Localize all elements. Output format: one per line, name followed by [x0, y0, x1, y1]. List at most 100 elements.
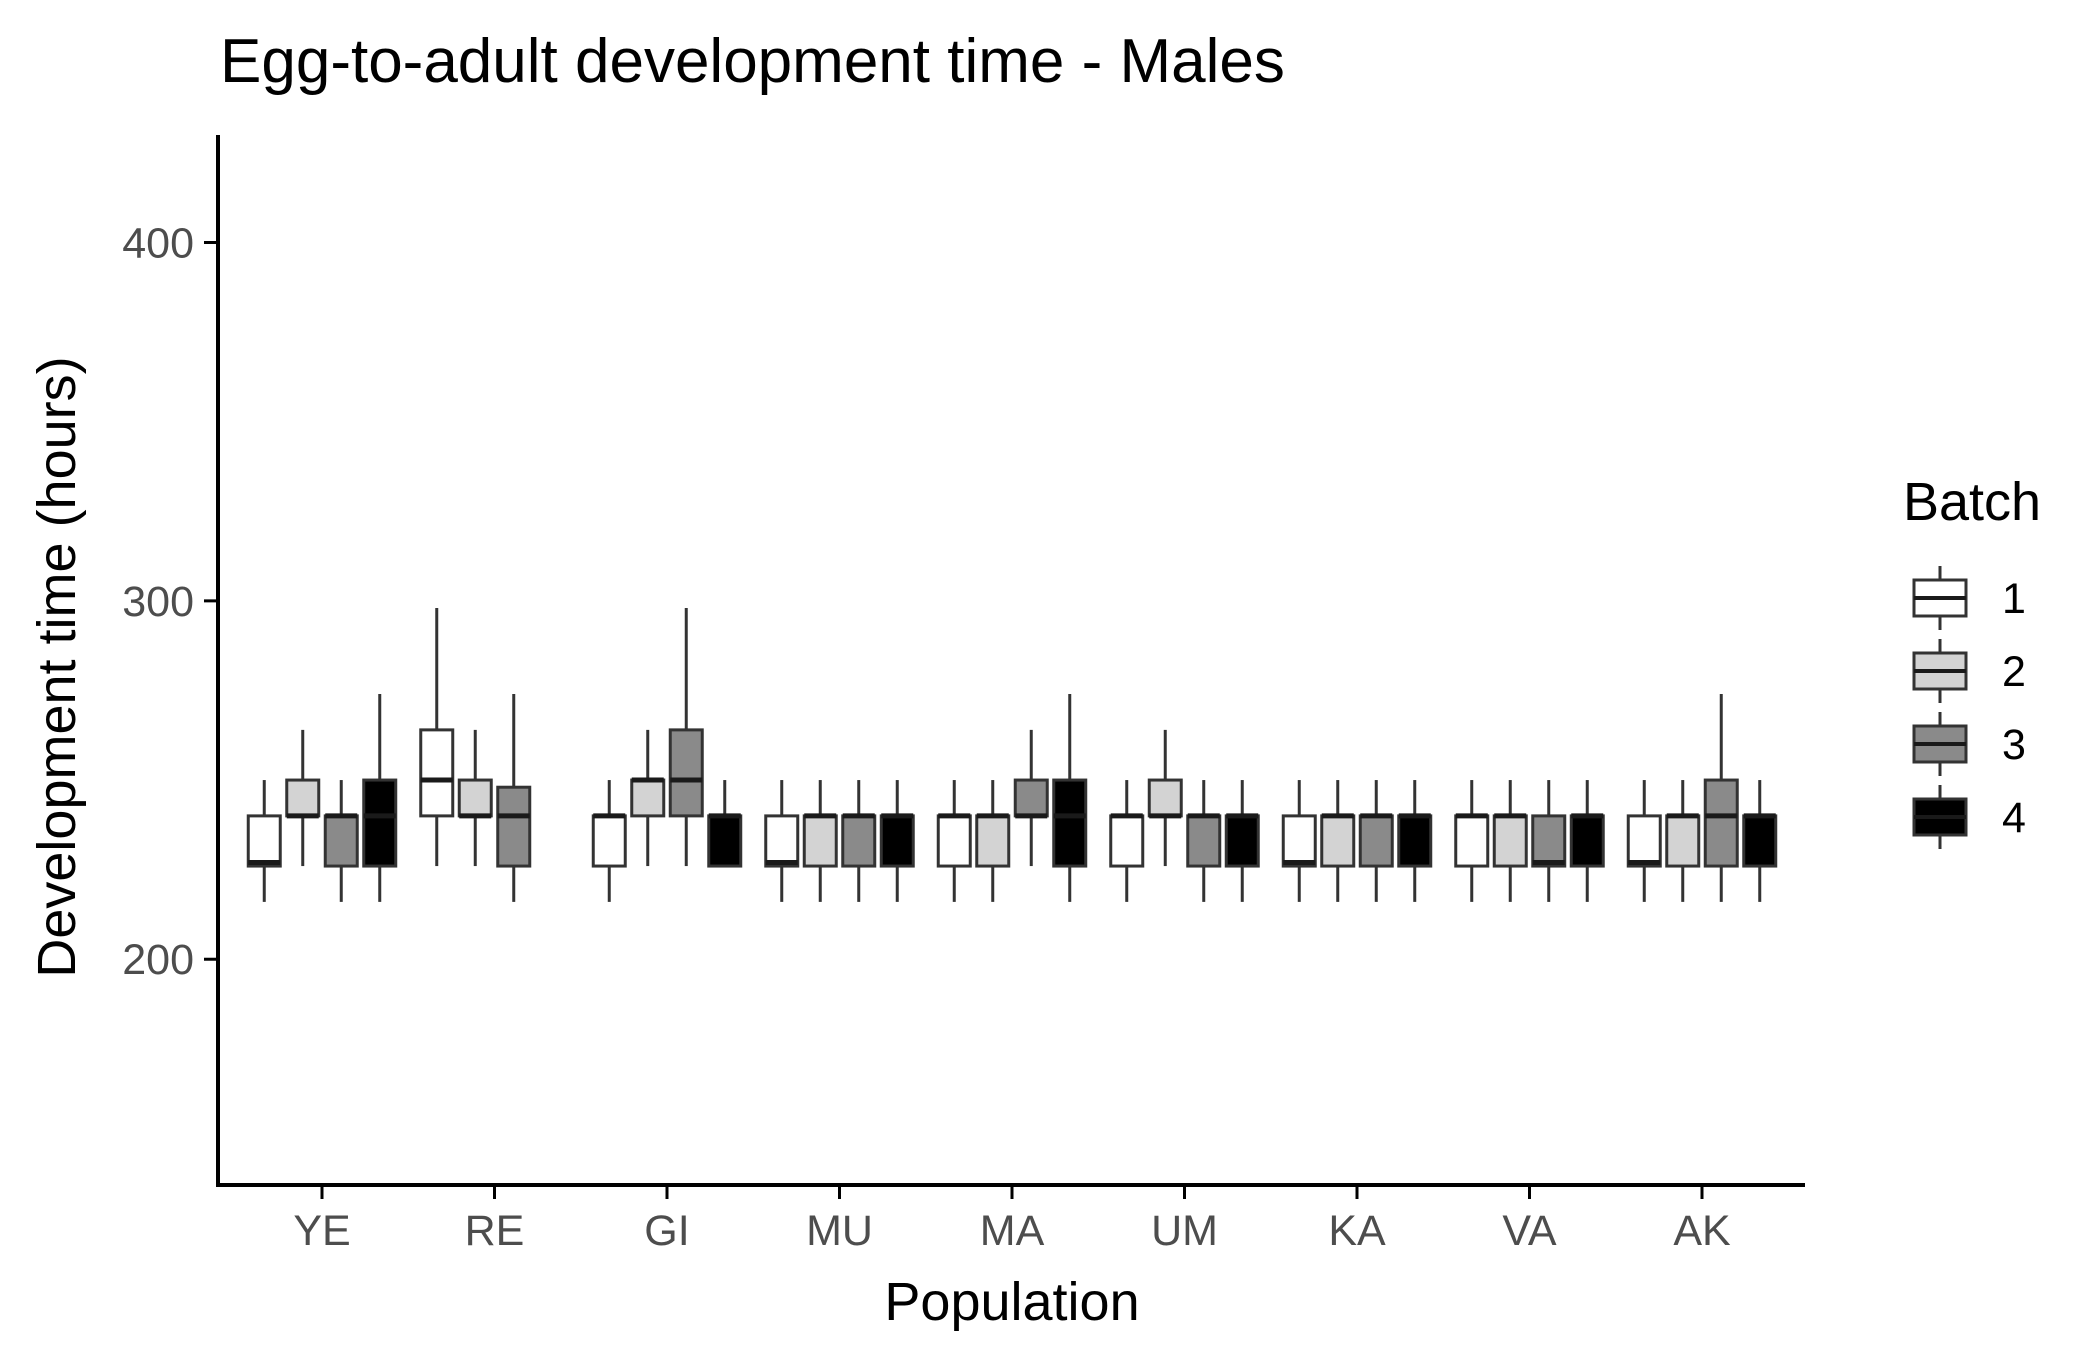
legend-item-batch-2: 2: [1912, 639, 2026, 703]
box-KA-batch-1: [1281, 780, 1317, 902]
box-KA-batch-4: [1397, 780, 1433, 902]
box-iqr: [1703, 778, 1739, 868]
x-axis: YE RE GI MU MA UM KA VA AK: [216, 1183, 1805, 1255]
box-VA-batch-4: [1569, 780, 1605, 902]
box-AK-batch-4: [1742, 780, 1778, 902]
box-iqr: [1320, 814, 1356, 868]
box-iqr: [764, 814, 800, 868]
box-MA-batch-3: [1013, 729, 1049, 867]
box-UM-batch-4: [1224, 780, 1260, 902]
legend-label: 1: [2002, 575, 2026, 623]
box-MU-batch-3: [841, 780, 877, 902]
box-UM-batch-1: [1109, 780, 1145, 902]
box-iqr: [1531, 814, 1567, 868]
box-iqr: [1147, 778, 1183, 818]
x-tick-label: KA: [1328, 1207, 1386, 1255]
x-tick-label: UM: [1151, 1207, 1218, 1255]
box-iqr: [591, 814, 627, 868]
box-iqr: [1569, 814, 1605, 868]
box-KA-batch-2: [1320, 780, 1356, 902]
box-iqr: [285, 778, 321, 818]
x-tick-label: RE: [465, 1207, 525, 1255]
box-iqr: [419, 728, 455, 818]
box-iqr: [457, 778, 493, 818]
legend-label: 4: [2002, 794, 2026, 842]
x-tick-label: YE: [293, 1207, 350, 1255]
box-MA-batch-1: [936, 780, 972, 902]
box-iqr: [1109, 814, 1145, 868]
box-iqr: [975, 814, 1011, 868]
box-MU-batch-4: [879, 780, 915, 902]
x-tick-label: MA: [980, 1207, 1045, 1255]
box-iqr: [802, 814, 838, 868]
x-tick-label: GI: [644, 1207, 689, 1255]
legend-item-batch-3: 3: [1912, 712, 2026, 776]
box-UM-batch-3: [1186, 780, 1222, 902]
box-MA-batch-4: [1052, 694, 1088, 902]
box-YE-batch-4: [362, 694, 398, 902]
plot-area: [246, 608, 1778, 902]
box-iqr: [1224, 814, 1260, 868]
legend-label: 2: [2002, 648, 2026, 696]
y-tick-label: 200: [122, 936, 194, 984]
legend-label: 3: [2002, 721, 2026, 769]
box-iqr: [323, 814, 359, 868]
x-axis-title: Population: [884, 1272, 1139, 1332]
box-iqr: [362, 778, 398, 868]
box-iqr: [707, 814, 743, 868]
box-iqr: [1013, 778, 1049, 818]
box-RE-batch-3: [496, 694, 532, 902]
box-MU-batch-2: [802, 780, 838, 902]
y-tick-label: 300: [122, 578, 194, 626]
box-iqr: [1186, 814, 1222, 868]
legend-item-batch-4: 4: [1912, 785, 2026, 849]
box-GI-batch-3: [668, 608, 704, 867]
x-tick-label: MU: [806, 1207, 873, 1255]
chart-title: Egg-to-adult development time - Males: [220, 27, 1285, 96]
box-iqr: [496, 785, 532, 868]
box-AK-batch-1: [1626, 780, 1662, 902]
box-YE-batch-1: [246, 780, 282, 902]
box-RE-batch-2: [457, 729, 493, 867]
box-GI-batch-2: [630, 729, 666, 867]
box-iqr: [246, 814, 282, 868]
box-iqr: [1358, 814, 1394, 868]
box-UM-batch-2: [1147, 729, 1183, 867]
box-AK-batch-3: [1703, 694, 1739, 902]
box-RE-batch-1: [419, 608, 455, 867]
box-MU-batch-1: [764, 780, 800, 902]
box-GI-batch-4: [707, 780, 743, 868]
box-iqr: [1281, 814, 1317, 868]
box-GI-batch-1: [591, 780, 627, 902]
box-VA-batch-1: [1454, 780, 1490, 902]
box-iqr: [1454, 814, 1490, 868]
x-tick-label: AK: [1673, 1207, 1731, 1255]
box-iqr: [630, 778, 666, 818]
legend-item-batch-1: 1: [1912, 566, 2026, 630]
box-iqr: [1397, 814, 1433, 868]
box-iqr: [1665, 814, 1701, 868]
box-iqr: [1492, 814, 1528, 868]
box-iqr: [1052, 778, 1088, 868]
y-tick-label: 400: [122, 220, 194, 268]
box-YE-batch-2: [285, 729, 321, 867]
y-axis: 200 300 400: [122, 135, 220, 1187]
box-VA-batch-3: [1531, 780, 1567, 902]
legend-title: Batch: [1903, 472, 2041, 532]
legend: Batch 1 2 3 4: [1903, 472, 2041, 849]
box-YE-batch-3: [323, 780, 359, 902]
box-iqr: [841, 814, 877, 868]
y-axis-title: Development time (hours): [27, 356, 87, 977]
box-iqr: [1626, 814, 1662, 868]
box-MA-batch-2: [975, 780, 1011, 902]
box-iqr: [936, 814, 972, 868]
box-iqr: [668, 728, 704, 818]
box-KA-batch-3: [1358, 780, 1394, 902]
box-iqr: [1742, 814, 1778, 868]
box-AK-batch-2: [1665, 780, 1701, 902]
box-iqr: [879, 814, 915, 868]
box-VA-batch-2: [1492, 780, 1528, 902]
x-tick-label: VA: [1502, 1207, 1556, 1255]
